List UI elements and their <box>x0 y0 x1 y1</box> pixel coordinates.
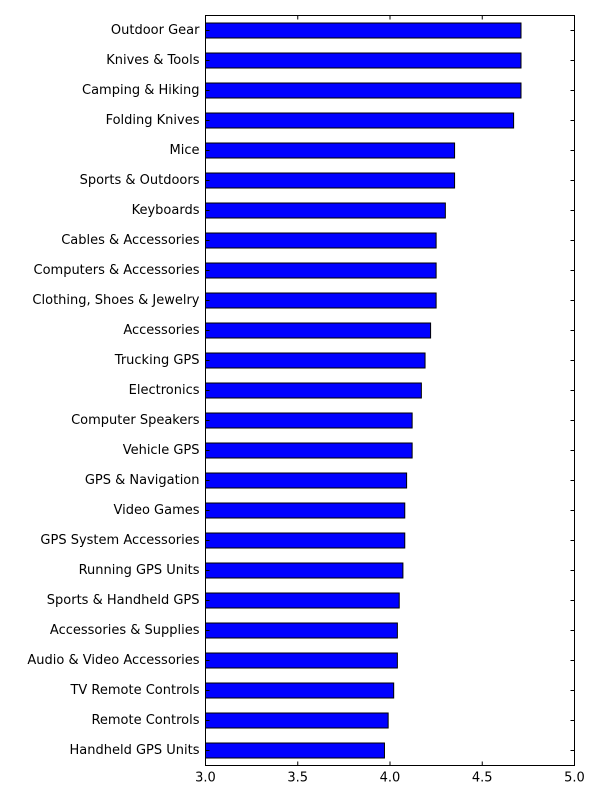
y-tick-label: Trucking GPS <box>114 353 200 368</box>
bar <box>205 382 422 399</box>
bar <box>205 562 404 579</box>
x-tick-label: 3.0 <box>195 771 216 786</box>
bar <box>205 172 456 189</box>
y-tick-label: Electronics <box>129 383 200 398</box>
bar <box>205 442 413 459</box>
x-ticks-group: 3.0 3.5 4.0 4.5 5.0 <box>195 15 585 786</box>
bar <box>205 262 437 279</box>
bar <box>205 412 413 429</box>
y-tick-label: Knives & Tools <box>106 53 199 68</box>
y-tick-label: Computers & Accessories <box>34 263 200 278</box>
bar <box>205 202 446 219</box>
bar <box>205 352 426 369</box>
bar <box>205 52 522 69</box>
y-tick-label: Folding Knives <box>106 113 200 128</box>
y-tick-label: Remote Controls <box>91 713 199 728</box>
bar <box>205 292 437 309</box>
y-tick-label: Vehicle GPS <box>123 443 200 458</box>
y-tick-label: GPS System Accessories <box>40 533 199 548</box>
x-tick-label: 4.5 <box>472 771 493 786</box>
y-tick-label: Outdoor Gear <box>111 23 200 38</box>
y-tick-label: Mice <box>170 143 200 158</box>
plot-frame <box>205 15 575 766</box>
bar <box>205 502 406 519</box>
y-tick-label: Handheld GPS Units <box>70 743 200 758</box>
y-tick-label: Audio & Video Accessories <box>27 653 199 668</box>
y-tick-label: Running GPS Units <box>79 563 200 578</box>
bar <box>205 652 398 669</box>
bar <box>205 112 515 129</box>
bar <box>205 712 389 729</box>
bar <box>205 592 400 609</box>
y-tick-label: Clothing, Shoes & Jewelry <box>32 293 199 308</box>
bar <box>205 232 437 249</box>
y-tick-label: Camping & Hiking <box>82 83 199 98</box>
bar <box>205 82 522 99</box>
bar <box>205 472 408 489</box>
y-tick-label: Video Games <box>113 503 199 518</box>
y-tick-label: Cables & Accessories <box>61 233 199 248</box>
bar <box>205 322 432 339</box>
y-tick-label: TV Remote Controls <box>69 683 199 698</box>
y-ticks-group: Outdoor Gear Knives & Tools Camping & Hiki… <box>27 23 575 758</box>
y-tick-label: Sports & Outdoors <box>80 173 200 188</box>
bar <box>205 682 395 699</box>
x-tick-label: 3.5 <box>287 771 308 786</box>
bar <box>205 22 522 39</box>
y-tick-label: Accessories & Supplies <box>50 623 200 638</box>
y-tick-label: Accessories <box>123 323 199 338</box>
bar <box>205 532 406 549</box>
bar <box>205 142 456 159</box>
y-tick-label: Sports & Handheld GPS <box>47 593 200 608</box>
x-tick-label: 4.0 <box>380 771 401 786</box>
bar <box>205 742 385 759</box>
y-tick-label: Keyboards <box>132 203 200 218</box>
x-tick-label: 5.0 <box>564 771 585 786</box>
y-tick-label: Computer Speakers <box>71 413 200 428</box>
bar <box>205 622 398 639</box>
y-tick-label: GPS & Navigation <box>85 473 200 488</box>
bars-group <box>205 22 522 759</box>
